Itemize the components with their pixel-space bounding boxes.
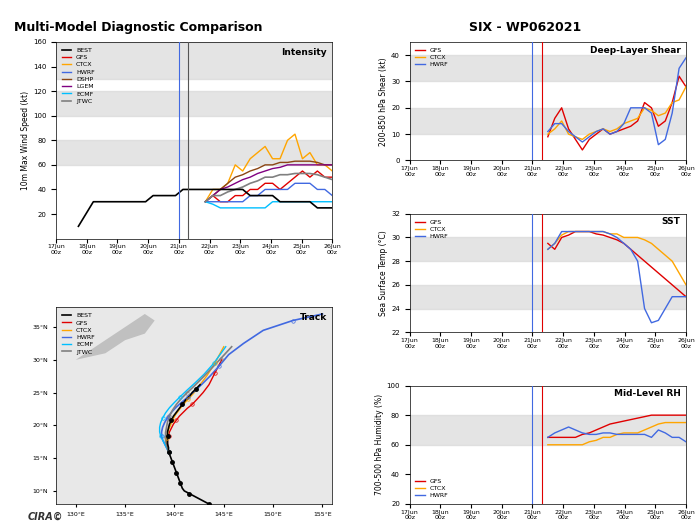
Text: SST: SST <box>662 217 680 226</box>
Legend: BEST, GFS, CTCX, HWRF, ECMF, JTWC: BEST, GFS, CTCX, HWRF, ECMF, JTWC <box>59 310 97 357</box>
Text: Track: Track <box>300 313 327 322</box>
Y-axis label: Sea Surface Temp (°C): Sea Surface Temp (°C) <box>379 230 389 316</box>
Text: Intensity: Intensity <box>281 48 327 57</box>
Legend: GFS, CTCX, HWRF: GFS, CTCX, HWRF <box>413 217 451 242</box>
Y-axis label: 10m Max Wind Speed (kt): 10m Max Wind Speed (kt) <box>21 91 30 190</box>
Bar <box>410 415 686 445</box>
Bar <box>410 237 686 261</box>
Polygon shape <box>76 314 155 360</box>
Text: Mid-Level RH: Mid-Level RH <box>614 389 680 398</box>
Y-axis label: 700-500 hPa Humidity (%): 700-500 hPa Humidity (%) <box>374 394 384 495</box>
Bar <box>410 285 686 309</box>
Bar <box>410 55 686 81</box>
Text: SIX - WP062021: SIX - WP062021 <box>469 21 581 34</box>
Bar <box>56 42 332 79</box>
Bar <box>56 91 332 116</box>
Text: Multi-Model Diagnostic Comparison: Multi-Model Diagnostic Comparison <box>14 21 262 34</box>
Text: Deep-Layer Shear: Deep-Layer Shear <box>589 46 680 55</box>
Legend: GFS, CTCX, HWRF: GFS, CTCX, HWRF <box>413 476 451 501</box>
Text: CIRA©: CIRA© <box>28 512 64 522</box>
Bar <box>56 140 332 165</box>
Bar <box>410 108 686 134</box>
Y-axis label: 200-850 hPa Shear (kt): 200-850 hPa Shear (kt) <box>379 57 389 145</box>
Legend: GFS, CTCX, HWRF: GFS, CTCX, HWRF <box>413 45 451 70</box>
Legend: BEST, GFS, CTCX, HWRF, DSHP, LGEM, ECMF, JTWC: BEST, GFS, CTCX, HWRF, DSHP, LGEM, ECMF,… <box>59 45 97 106</box>
